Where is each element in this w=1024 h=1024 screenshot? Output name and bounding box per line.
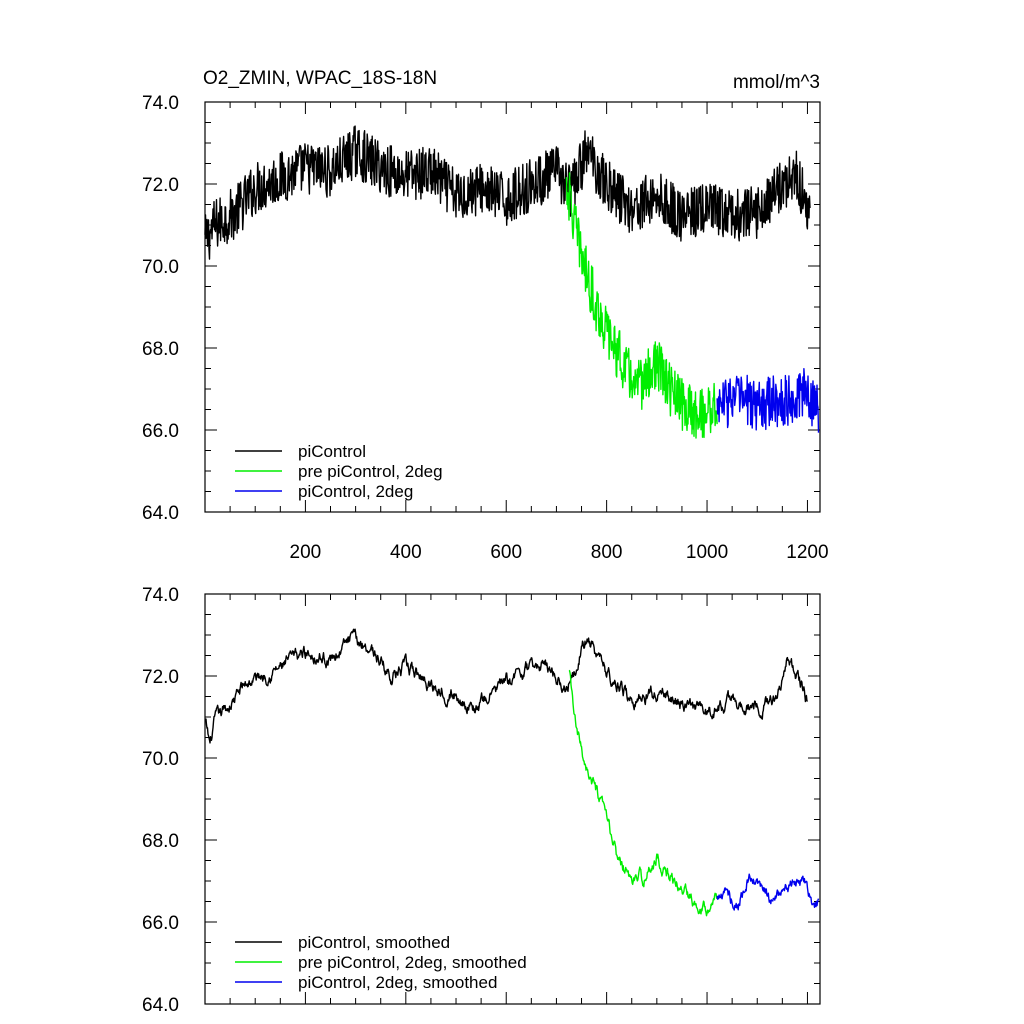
legend-label-picontrol: piControl: [298, 442, 366, 461]
y-tick-label: 74.0: [142, 93, 179, 114]
x-tick-label: 200: [290, 542, 322, 563]
legend: piControl pre piControl, 2deg piControl,…: [235, 442, 443, 501]
y-tick-label: 70.0: [142, 749, 179, 770]
x-tick-label: 400: [390, 542, 422, 563]
series-line-picontrol-2deg: [716, 368, 820, 433]
x-tick-label: 1000: [686, 542, 728, 563]
y-tick-label: 70.0: [142, 257, 179, 278]
y-tick-label: 68.0: [142, 831, 179, 852]
y-axis-labels: 64.0 66.0 68.0 70.0 72.0 74.0: [142, 93, 179, 524]
series-line-pre-picontrol-2deg-smoothed: [568, 669, 718, 917]
series-line-pre-picontrol-2deg: [565, 172, 718, 439]
legend-label-pre-picontrol-2deg-smoothed: pre piControl, 2deg, smoothed: [298, 953, 527, 972]
y-tick-label: 72.0: [142, 175, 179, 196]
units-label: mmol/m^3: [733, 72, 820, 93]
y-tick-label: 74.0: [142, 585, 179, 606]
x-tick-label: 800: [591, 542, 623, 563]
legend-label-picontrol-2deg-smoothed: piControl, 2deg, smoothed: [298, 973, 497, 992]
bottom-panel: 64.0 66.0 68.0 70.0 72.0 74.0 piControl, smoo…: [142, 585, 821, 1016]
y-axis-labels: 64.0 66.0 68.0 70.0 72.0 74.0: [142, 585, 179, 1016]
x-tick-label: 600: [490, 542, 522, 563]
series-line-picontrol-2deg-smoothed: [716, 873, 820, 911]
y-tick-label: 72.0: [142, 667, 179, 688]
x-tick-label: 1200: [786, 542, 828, 563]
y-tick-label: 68.0: [142, 339, 179, 360]
legend-label-picontrol-smoothed: piControl, smoothed: [298, 933, 450, 952]
y-tick-label: 66.0: [142, 913, 179, 934]
tick-marks: [205, 593, 820, 1005]
series-line-picontrol: [204, 125, 811, 260]
y-tick-label: 64.0: [142, 503, 179, 524]
tick-marks: [205, 101, 820, 513]
legend-label-picontrol-2deg: piControl, 2deg: [298, 482, 413, 501]
series-lines: [204, 628, 820, 917]
top-panel: O2_ZMIN, WPAC_18S-18N mmol/m^3 64.066.06…: [142, 68, 829, 563]
series-lines: [204, 125, 820, 439]
y-tick-label: 64.0: [142, 995, 179, 1016]
series-line-picontrol-smoothed: [204, 628, 809, 744]
chart-title: O2_ZMIN, WPAC_18S-18N: [203, 68, 437, 89]
legend-label-pre-picontrol-2deg: pre piControl, 2deg: [298, 462, 443, 481]
legend: piControl, smoothed pre piControl, 2deg,…: [235, 933, 527, 992]
y-tick-label: 66.0: [142, 421, 179, 442]
x-axis-labels: 200 400 600 800 1000 1200: [290, 542, 829, 563]
